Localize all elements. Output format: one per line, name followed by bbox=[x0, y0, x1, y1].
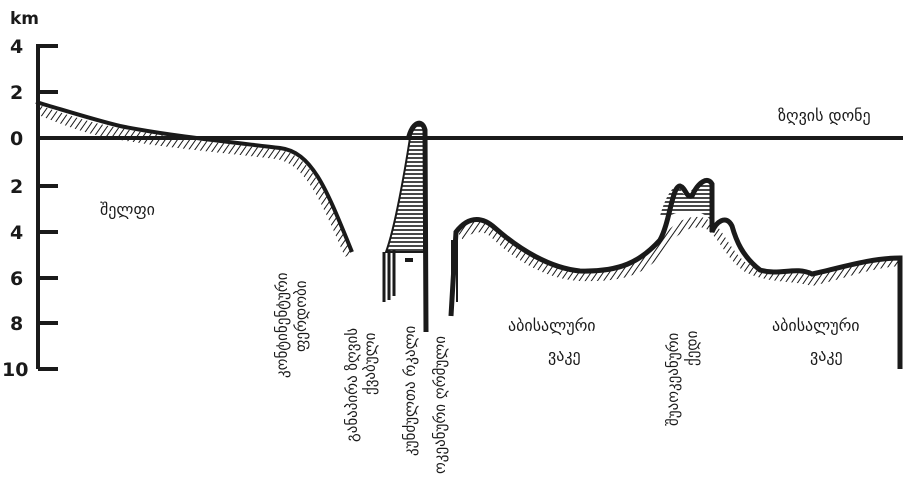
seafloor-profile-line bbox=[35, 100, 354, 253]
sea-level-label: ზღვის დონე bbox=[778, 106, 871, 125]
continental-slope-label: კონტინენტური bbox=[273, 272, 291, 378]
tick-label: 10 bbox=[2, 359, 28, 381]
shelf-label: შელფი bbox=[100, 200, 155, 219]
marginal-trench-label: ქვაბული bbox=[361, 332, 379, 395]
tick-label: 8 bbox=[10, 313, 23, 335]
abyssal-plain-label: ვაკე bbox=[548, 346, 581, 365]
tick-label: 6 bbox=[10, 268, 23, 290]
abyssal-plain-label: ვაკე bbox=[810, 346, 843, 365]
continental-slope-label: ფერდობი bbox=[292, 280, 310, 352]
tick-label: 4 bbox=[10, 36, 23, 58]
tick-label: 2 bbox=[10, 82, 23, 104]
axis-unit-label: km bbox=[10, 9, 39, 29]
axis-ticks bbox=[38, 44, 58, 371]
tick-label: 2 bbox=[10, 176, 23, 198]
abyssal-plain-label: აბისალური bbox=[772, 316, 860, 335]
trench-wall bbox=[448, 178, 903, 369]
island-arc-shape bbox=[384, 120, 429, 333]
marginal-trench-label: განაპირა ზღვის bbox=[343, 328, 361, 442]
oceanic-trench-label: ოკეანური ღრმული bbox=[431, 336, 449, 474]
tick-label: 0 bbox=[10, 128, 23, 150]
mid-ocean-ridge-label: ქედი bbox=[683, 330, 701, 366]
tick-label: 4 bbox=[10, 222, 23, 244]
mid-ocean-ridge-label: შუაოკეანური bbox=[664, 332, 682, 426]
island-arc-label: კუნძულთა რკალი bbox=[401, 325, 419, 456]
abyssal-plain-label: აბისალური bbox=[508, 316, 596, 335]
depth-axis: km 4 2 0 2 4 6 8 10 bbox=[2, 9, 58, 381]
